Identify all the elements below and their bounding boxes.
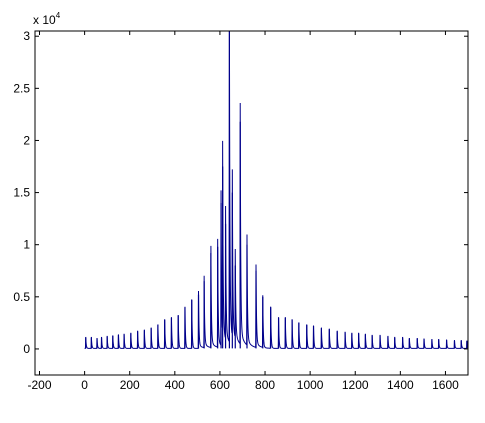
y-tick-label: 0.5: [13, 290, 30, 304]
series-line: [84, 30, 469, 349]
x-tick-label: 600: [210, 378, 230, 392]
x-tick-label: 1200: [342, 378, 369, 392]
x-tick-label: 400: [165, 378, 185, 392]
y-axis: 0 0.5 1 1.5 2 2.5 3: [13, 29, 468, 356]
y-tick-label: 3: [23, 29, 30, 43]
y-scale-multiplier: x 104: [33, 11, 61, 27]
axes-box: [34, 30, 469, 376]
y-scale-base: x 10: [33, 13, 56, 27]
x-tick-label: -200: [27, 378, 51, 392]
x-tick-label: 200: [120, 378, 140, 392]
y-tick-label: 1.5: [13, 186, 30, 200]
x-tick-label: 800: [255, 378, 275, 392]
x-axis: -200 0 200 400 600 800 1000 1200 1400 1600: [27, 31, 459, 392]
y-tick-label: 1: [23, 238, 30, 252]
y-tick-label: 0: [23, 342, 30, 356]
x-tick-label: 1000: [297, 378, 324, 392]
x-tick-label: 1600: [432, 378, 459, 392]
y-scale-exponent: 4: [56, 11, 61, 20]
series-layer: [84, 30, 469, 349]
y-tick-label: 2.5: [13, 81, 30, 95]
plot-area: [35, 31, 468, 375]
x-tick-label: 1400: [387, 378, 414, 392]
x-tick-label: 0: [81, 378, 88, 392]
y-tick-label: 2: [23, 133, 30, 147]
